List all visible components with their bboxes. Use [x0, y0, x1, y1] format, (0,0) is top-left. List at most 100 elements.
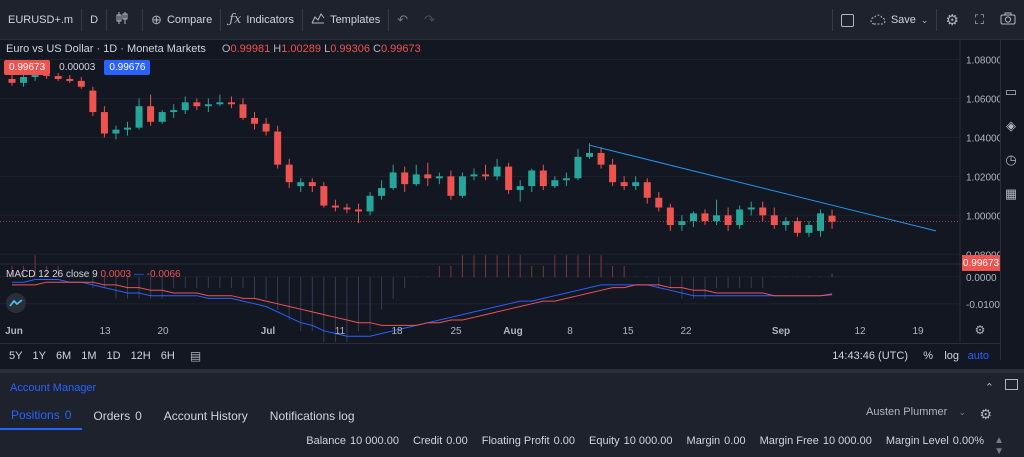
scroll-indicator-icon[interactable]: ▲ ▼ — [994, 435, 1004, 457]
candle-body — [505, 166, 513, 190]
logo-icon — [9, 299, 23, 307]
price-axis-label: 1.04000 — [966, 133, 1000, 144]
toolbar-divider — [936, 9, 938, 31]
candle-body — [331, 205, 339, 208]
candle-body — [66, 78, 74, 81]
range-button[interactable]: 6M — [55, 349, 72, 362]
indicators-button[interactable]: ƒx Indicators — [221, 0, 302, 40]
symbol-search-button[interactable]: EURUSD+.m — [0, 0, 81, 40]
time-axis-label: Aug — [503, 326, 522, 337]
sell-button[interactable]: 0.99673 — [4, 60, 51, 75]
candle-body — [412, 174, 420, 185]
account-manager-title[interactable]: Account Manager — [10, 382, 97, 394]
candle-body — [401, 172, 409, 185]
account-tab[interactable]: Account History — [153, 402, 259, 430]
account-tab[interactable]: Notifications log — [259, 402, 366, 430]
symbol-title[interactable]: Euro vs US Dollar · 1D · Moneta Markets — [6, 43, 206, 55]
candle-body — [8, 78, 16, 83]
candle-body — [100, 112, 108, 134]
price-axis-label: 1.02000 — [966, 172, 1000, 183]
account-stat: Margin Free 10 000.00 — [760, 435, 872, 447]
redo-button[interactable]: ↷ — [416, 0, 443, 40]
account-stat: Credit 0.00 — [413, 435, 468, 447]
candle-body — [193, 102, 201, 107]
chevron-up-icon[interactable]: ⌃ — [984, 382, 994, 394]
interval-label: D — [90, 13, 99, 26]
calculator-icon[interactable]: ▦ — [1004, 186, 1018, 201]
interval-button[interactable]: D — [82, 0, 106, 40]
date-range-icon[interactable]: ▤ — [189, 348, 202, 363]
macd-legend[interactable]: MACD 12 26 close 9 0.0003 — -0.0066 — [6, 269, 181, 280]
price-axis-label: 1.00000 — [966, 211, 1000, 222]
time-axis-label: 15 — [622, 326, 634, 337]
range-button[interactable]: 12H — [130, 349, 151, 362]
candle-body — [655, 197, 663, 208]
auto-scale-toggle[interactable]: auto — [967, 349, 989, 362]
axis-settings-icon[interactable]: ⚙ — [975, 323, 986, 337]
price-chart[interactable]: 1.080001.060001.040001.020001.000000.980… — [0, 40, 1000, 343]
candle-body — [759, 207, 767, 216]
high-label: H — [273, 43, 282, 55]
settings-button[interactable]: ⚙ — [937, 0, 966, 40]
toolbar-divider — [831, 9, 833, 31]
fullscreen-button[interactable]: ⛶ — [967, 0, 992, 40]
range-button[interactable]: 1Y — [32, 349, 46, 362]
layout-button[interactable] — [833, 0, 862, 40]
candle-body — [378, 188, 386, 196]
range-button[interactable]: 6H — [160, 349, 175, 362]
account-stat-value: 0.00% — [952, 435, 984, 447]
templates-button[interactable]: Templates — [303, 0, 388, 40]
candle-body — [389, 172, 397, 189]
account-tab-label: Account History — [163, 409, 248, 423]
candle-body — [124, 127, 131, 130]
account-stat: Margin 0.00 — [687, 435, 746, 447]
macd-value-1: 0.0003 — [100, 269, 132, 280]
candle-body — [793, 221, 801, 233]
account-stat-label: Floating Profit — [481, 435, 550, 447]
account-selector[interactable]: Austen Plummer — [866, 406, 948, 418]
candle-body — [147, 106, 155, 122]
candle-body — [43, 75, 51, 77]
open-value: 0.99981 — [230, 43, 271, 55]
right-sidebar: ▭ ◈ ◷ ▦ — [1000, 40, 1024, 360]
buy-button[interactable]: 0.99676 — [104, 60, 151, 75]
maximize-icon[interactable] — [1005, 379, 1018, 390]
broker-logo[interactable] — [6, 293, 26, 313]
time-axis-label: 20 — [157, 326, 169, 337]
log-scale-toggle[interactable]: log — [944, 349, 959, 362]
range-button[interactable]: 1M — [81, 349, 97, 362]
trend-line[interactable] — [589, 144, 937, 232]
high-value: 1.00289 — [281, 43, 321, 55]
snapshot-button[interactable] — [992, 0, 1024, 40]
candles-icon — [115, 11, 129, 28]
clock-icon[interactable]: ◷ — [1005, 152, 1017, 167]
undo-button[interactable]: ↶ — [389, 0, 416, 40]
candle-body — [678, 221, 686, 226]
account-stat-value: 0.00 — [446, 435, 468, 447]
range-button[interactable]: 1D — [106, 349, 121, 362]
candle-body — [343, 207, 351, 210]
account-tab[interactable]: Positions 0 — [0, 402, 83, 430]
account-stat-label: Margin Free — [759, 435, 819, 447]
range-toolbar: 5Y 1Y 6M 1M 1D 12H 6H ▤ 14:43:46 (UTC) % log a… — [0, 343, 1000, 367]
compare-button[interactable]: ⊕ Compare — [143, 0, 220, 40]
account-tab[interactable]: Orders 0 — [82, 402, 152, 430]
price-axis-label: 1.08000 — [966, 55, 1000, 66]
account-tab-label: Notifications log — [269, 409, 355, 423]
time-axis-label: 12 — [854, 326, 866, 337]
percent-scale-toggle[interactable]: % — [923, 349, 933, 362]
candle-body — [747, 207, 755, 210]
account-stat: Balance 10 000.00 — [306, 435, 399, 447]
layers-icon[interactable]: ◈ — [1006, 118, 1016, 133]
symbol-legend: Euro vs US Dollar · 1D · Moneta Markets … — [6, 43, 421, 55]
utc-clock[interactable]: 14:43:46 (UTC) — [832, 349, 908, 362]
range-button[interactable]: 5Y — [9, 349, 23, 362]
save-button[interactable]: Save ⌄ — [862, 0, 937, 40]
spread-value: 0.00003 — [59, 62, 96, 73]
candle-body — [274, 131, 282, 165]
watchlist-icon[interactable]: ▭ — [1004, 84, 1018, 99]
candle-body — [239, 104, 247, 118]
chart-type-button[interactable] — [107, 0, 142, 40]
templates-label: Templates — [330, 13, 381, 26]
gear-icon[interactable]: ⚙ — [979, 406, 992, 422]
